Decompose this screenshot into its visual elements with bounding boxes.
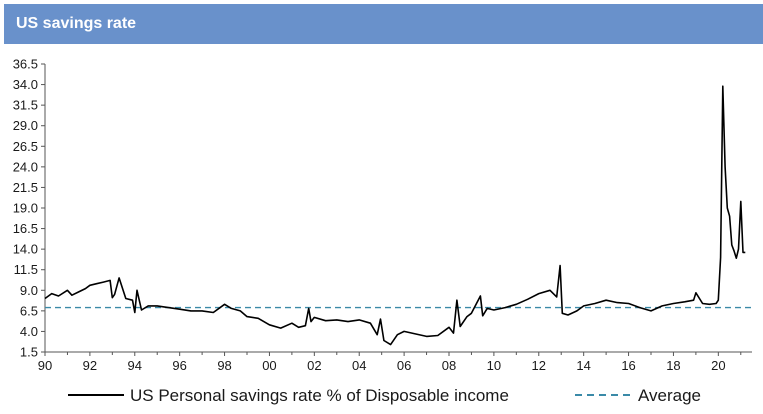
legend: US Personal savings rate % of Disposable… xyxy=(68,386,701,405)
series-group xyxy=(44,85,746,346)
x-tick-label: 00 xyxy=(262,358,276,373)
y-tick-label: 21.5 xyxy=(13,180,38,195)
chart-title: US savings rate xyxy=(16,15,137,32)
x-tick-label: 06 xyxy=(397,358,411,373)
x-tick-label: 14 xyxy=(576,358,590,373)
x-tick-label: 02 xyxy=(307,358,321,373)
axes: 36.5 34.0 31.5 29.0 26.5 24.0 21.5 19.0 16.5 14.0… xyxy=(13,57,752,373)
y-tick-label: 31.5 xyxy=(13,98,38,113)
x-tick-label: 92 xyxy=(83,358,97,373)
y-tick-label: 19.0 xyxy=(13,201,38,216)
legend-label-savings-rate: US Personal savings rate % of Disposable… xyxy=(130,386,509,405)
x-tick-label: 12 xyxy=(532,358,546,373)
y-tick-label: 34.0 xyxy=(13,77,38,92)
savings-rate-line xyxy=(44,85,746,346)
y-tick-label: 1.5 xyxy=(20,345,38,360)
x-tick-label: 04 xyxy=(352,358,366,373)
x-tick-label: 98 xyxy=(217,358,231,373)
y-tick-label: 26.5 xyxy=(13,139,38,154)
chart-title-bar: US savings rate xyxy=(4,4,763,44)
y-tick-label: 6.5 xyxy=(20,303,38,318)
y-tick-label: 29.0 xyxy=(13,118,38,133)
x-tick-label: 16 xyxy=(621,358,635,373)
legend-label-average: Average xyxy=(638,386,701,405)
y-tick-label: 14.0 xyxy=(13,242,38,257)
y-tick-label: 11.5 xyxy=(14,262,38,277)
x-tick-label: 08 xyxy=(442,358,456,373)
x-tick-label: 18 xyxy=(666,358,680,373)
y-tick-label: 16.5 xyxy=(13,221,38,236)
x-tick-label: 94 xyxy=(128,358,142,373)
x-tick-label: 96 xyxy=(172,358,186,373)
x-tick-label: 10 xyxy=(487,358,501,373)
y-tick-label: 4.0 xyxy=(20,324,38,339)
x-tick-label: 90 xyxy=(38,358,52,373)
y-tick-label: 36.5 xyxy=(13,57,38,72)
y-tick-label: 9.0 xyxy=(20,283,38,298)
x-tick-label: 20 xyxy=(711,358,725,373)
y-tick-label: 24.0 xyxy=(13,159,38,174)
